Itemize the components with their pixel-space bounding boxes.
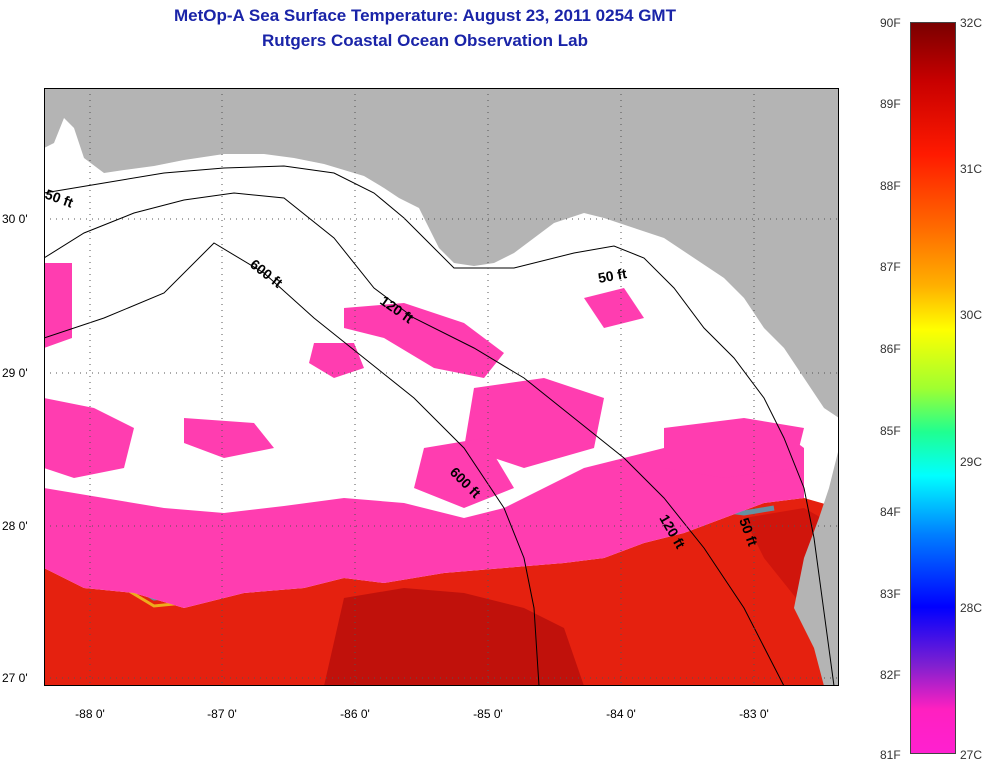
x-tick-label: -83 0' xyxy=(739,707,769,721)
hot-core xyxy=(324,588,584,686)
colorbar-f-label: 89F xyxy=(880,97,901,111)
grid-lines xyxy=(44,88,839,686)
y-tick-label: 27 0' xyxy=(2,671,28,685)
contour-label: 50 ft xyxy=(597,265,628,286)
colorbar-f-label: 87F xyxy=(880,260,901,274)
x-tick-label: -85 0' xyxy=(473,707,503,721)
colorbar-f-label: 85F xyxy=(880,424,901,438)
colorbar-f-label: 86F xyxy=(880,342,901,356)
colorbar-c-label: 30C xyxy=(960,308,983,322)
map-frame xyxy=(44,88,839,686)
colorbar-c-label: 31C xyxy=(960,162,983,176)
map-subtitle: Rutgers Coastal Ocean Observation Lab xyxy=(262,31,588,50)
colorbar-c-label: 32C xyxy=(960,16,983,30)
x-tick-label: -86 0' xyxy=(340,707,370,721)
colorbar-c-label: 27C xyxy=(960,748,983,762)
colorbar-f-label: 90F xyxy=(880,16,901,30)
land-peninsula-east xyxy=(794,448,839,686)
depth-contours xyxy=(44,165,835,686)
x-tick-label: -87 0' xyxy=(207,707,237,721)
y-tick-label: 29 0' xyxy=(2,366,28,380)
land-area xyxy=(44,88,839,418)
colorbar-f-label: 83F xyxy=(880,587,901,601)
x-tick-label: -88 0' xyxy=(75,707,105,721)
color-scale-bar xyxy=(910,22,956,754)
colorbar-c-label: 28C xyxy=(960,601,983,615)
colorbar-f-label: 82F xyxy=(880,668,901,682)
colorbar-c-label: 29C xyxy=(960,455,983,469)
x-tick-label: -84 0' xyxy=(606,707,636,721)
map-title: MetOp-A Sea Surface Temperature: August … xyxy=(174,6,676,25)
colorbar-f-label: 84F xyxy=(880,505,901,519)
y-tick-label: 30 0' xyxy=(2,212,28,226)
sst-map: 50 ft 50 ft 120 ft 600 ft 600 ft 120 ft … xyxy=(44,88,839,686)
colorbar-f-label: 88F xyxy=(880,179,901,193)
colorbar-f-label: 81F xyxy=(880,748,901,762)
cool-water-patches xyxy=(44,263,804,608)
y-tick-label: 28 0' xyxy=(2,519,28,533)
